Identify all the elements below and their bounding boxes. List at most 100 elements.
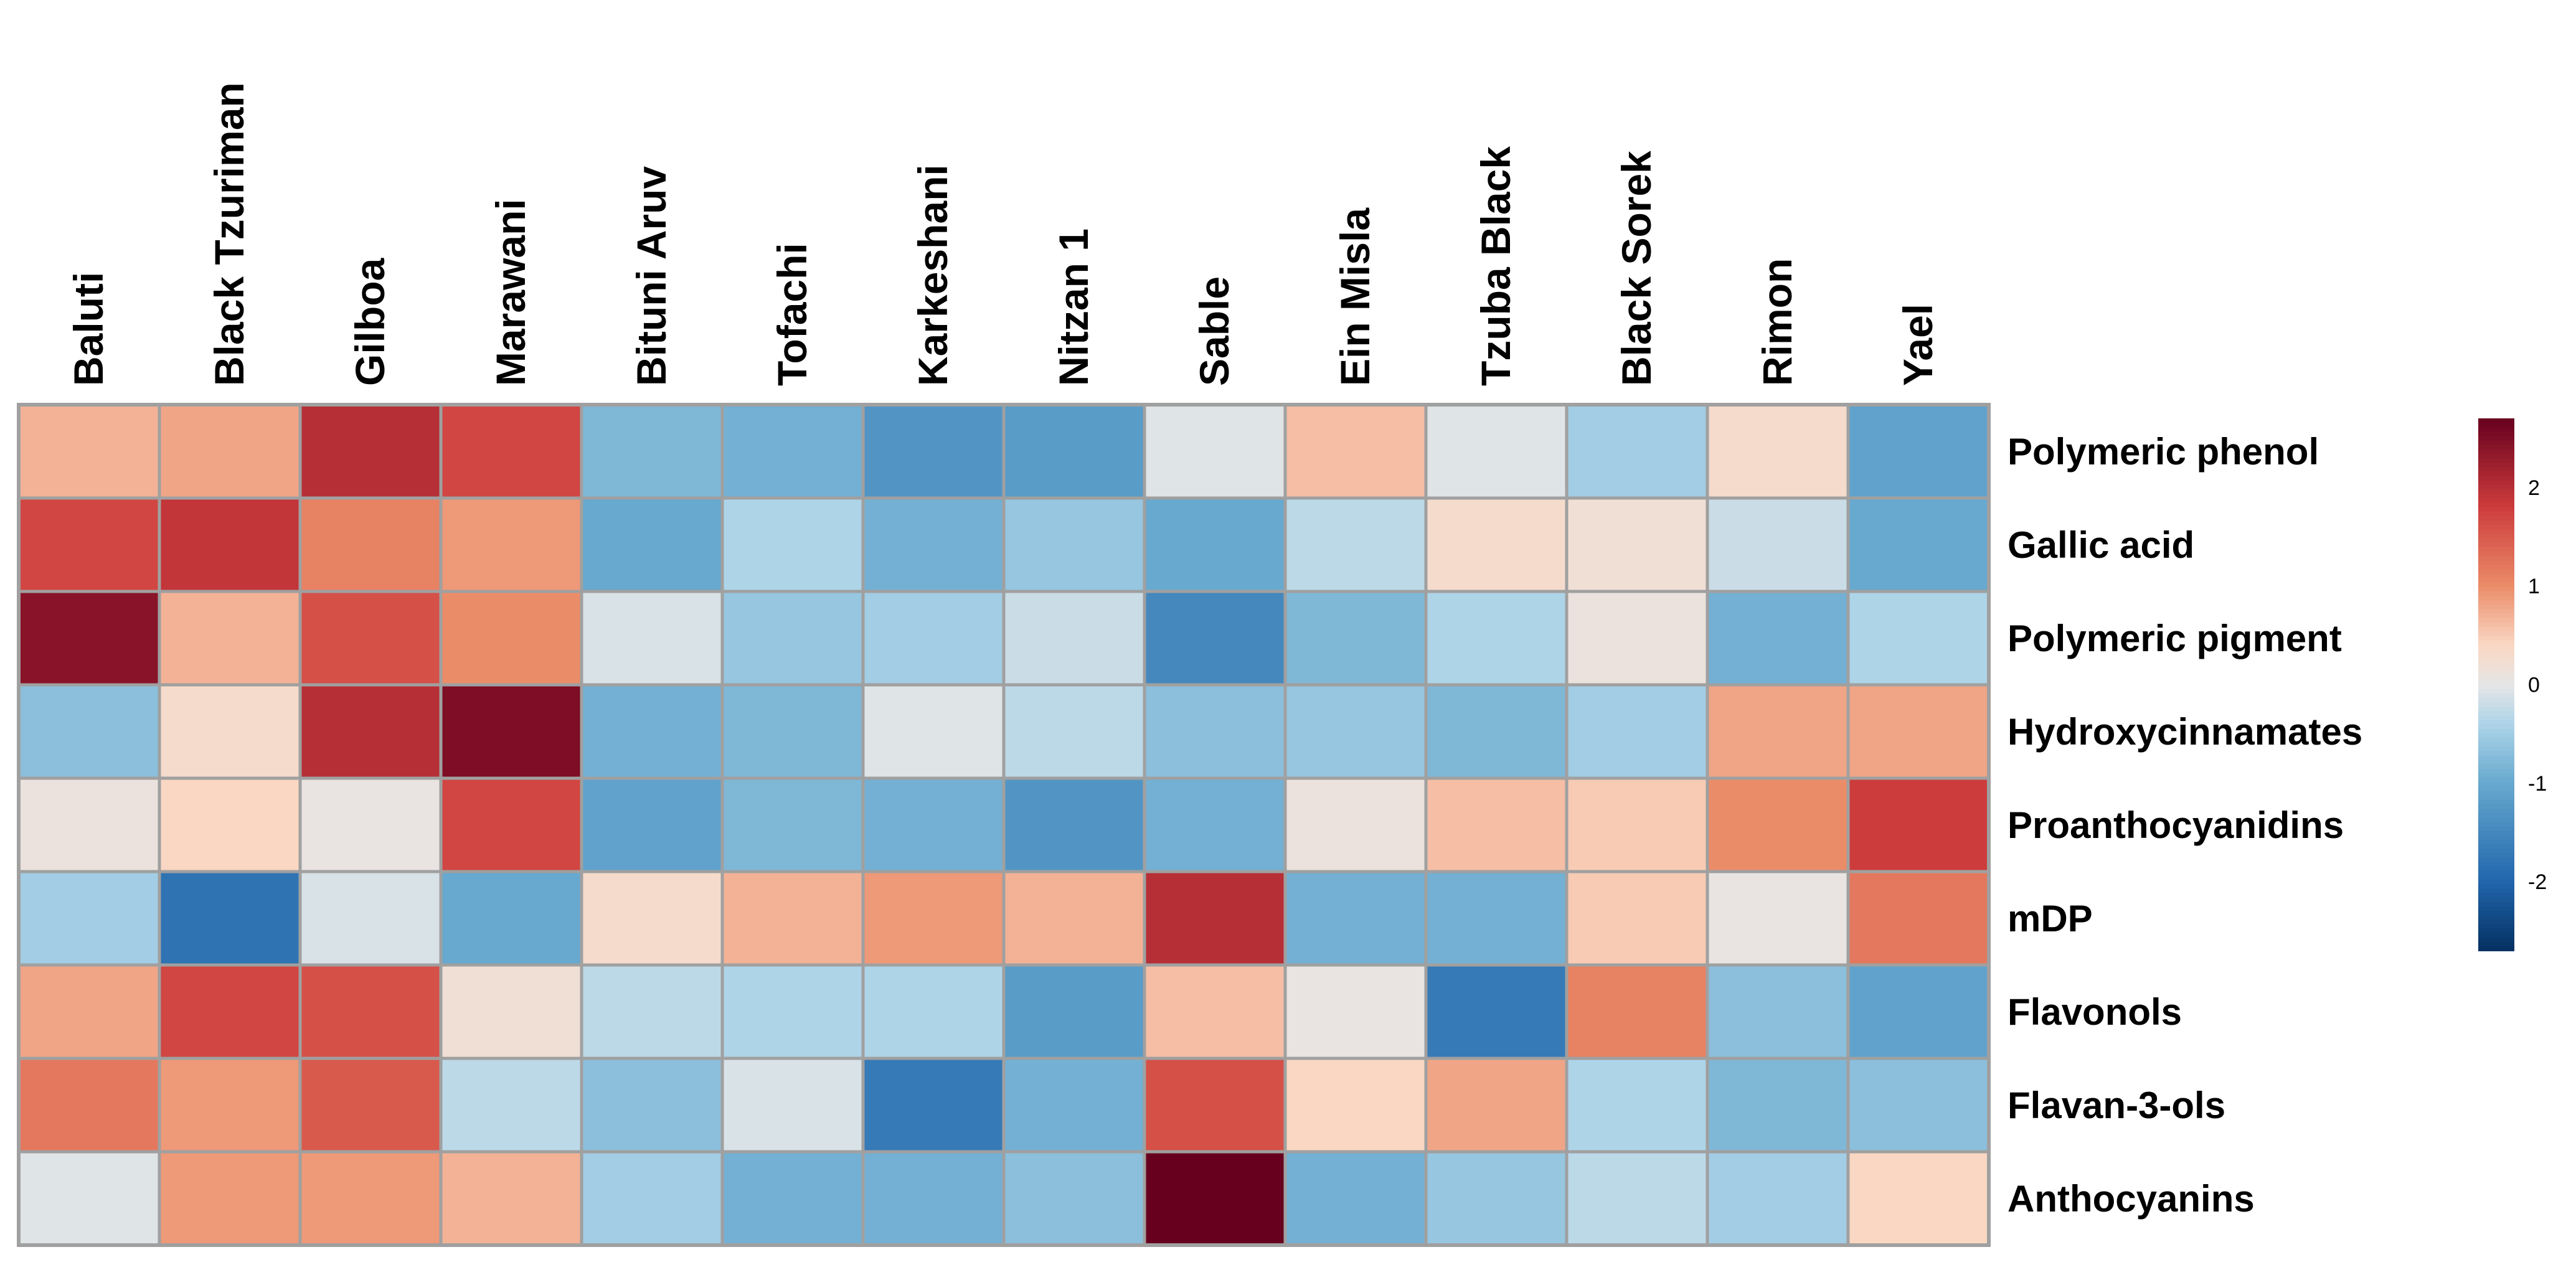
- colorbar-segment: [2478, 728, 2514, 734]
- cell-flavonols-yael: [1846, 963, 1991, 1060]
- cell-polymeric-phenol-baluti: [17, 403, 161, 500]
- colorbar-segment: [2478, 715, 2514, 721]
- row-label-polymeric-pigment: Polymeric pigment: [2007, 618, 2342, 659]
- cell-flavan-3-ols-marawani: [439, 1056, 583, 1154]
- cell-gallic-acid-baluti: [17, 496, 161, 593]
- cell-anthocyanins-sable: [1143, 1150, 1287, 1247]
- colorbar-segment: [2478, 622, 2514, 628]
- colorbar-segment: [2478, 675, 2514, 681]
- cell-mdp-gilboa: [298, 870, 443, 967]
- cell-polymeric-phenol-black-sorek: [1565, 403, 1709, 500]
- colorbar-segment: [2478, 454, 2514, 459]
- cell-hydroxycinnamates-bituni-aruv: [580, 683, 724, 780]
- colorbar-segment: [2478, 862, 2514, 867]
- colorbar-segment: [2478, 946, 2514, 951]
- cell-proanthocyanidins-sable: [1143, 776, 1287, 873]
- cell-mdp-black-sorek: [1565, 870, 1709, 967]
- cell-flavan-3-ols-bituni-aruv: [580, 1056, 724, 1154]
- cell-mdp-tofachi: [720, 870, 865, 967]
- colorbar-segment: [2478, 875, 2514, 880]
- colorbar-segment: [2478, 515, 2514, 521]
- cell-proanthocyanidins-tofachi: [720, 776, 865, 873]
- cell-polymeric-pigment-nitzan-1: [1002, 590, 1146, 687]
- colorbar-segment: [2478, 813, 2514, 819]
- cell-flavonols-nitzan-1: [1002, 963, 1146, 1060]
- cell-flavonols-gilboa: [298, 963, 443, 1060]
- colorbar-segment: [2478, 555, 2514, 561]
- colorbar-segment: [2478, 888, 2514, 894]
- colorbar-segment: [2478, 644, 2514, 650]
- cell-anthocyanins-rimon: [1706, 1150, 1850, 1247]
- colorbar-segment: [2478, 853, 2514, 859]
- colorbar-segment: [2478, 427, 2514, 433]
- colorbar-segment: [2478, 804, 2514, 809]
- cell-gallic-acid-sable: [1143, 496, 1287, 593]
- colorbar-segment: [2478, 565, 2514, 570]
- row-label-flavonols: Flavonols: [2007, 991, 2182, 1033]
- cell-flavan-3-ols-sable: [1143, 1056, 1287, 1154]
- colorbar-segment: [2478, 884, 2514, 890]
- cell-proanthocyanidins-bituni-aruv: [580, 776, 724, 873]
- cell-mdp-baluti: [17, 870, 161, 967]
- column-label-gilboa: Gilboa: [347, 257, 393, 386]
- colorbar-segment: [2478, 724, 2514, 730]
- colorbar-segment: [2478, 609, 2514, 614]
- cell-polymeric-phenol-ein-misla: [1283, 403, 1428, 500]
- colorbar-segment: [2478, 826, 2514, 832]
- colorbar-segment: [2478, 626, 2514, 632]
- cell-polymeric-phenol-gilboa: [298, 403, 443, 500]
- colorbar-segment: [2478, 817, 2514, 823]
- colorbar-segment: [2478, 489, 2514, 495]
- colorbar-segment: [2478, 613, 2514, 619]
- cell-mdp-sable: [1143, 870, 1287, 967]
- colorbar: 2 1 0 -1 -2: [2478, 418, 2547, 951]
- heatmap-cells: [17, 403, 1991, 1247]
- row-label-hydroxycinnamates: Hydroxycinnamates: [2007, 711, 2362, 753]
- cell-polymeric-pigment-karkeshani: [861, 590, 1006, 687]
- cell-anthocyanins-gilboa: [298, 1150, 443, 1247]
- colorbar-segment: [2478, 786, 2514, 792]
- cell-anthocyanins-yael: [1846, 1150, 1991, 1247]
- cell-polymeric-phenol-nitzan-1: [1002, 403, 1146, 500]
- cell-anthocyanins-tofachi: [720, 1150, 865, 1247]
- cell-polymeric-pigment-marawani: [439, 590, 583, 687]
- colorbar-segment: [2478, 920, 2514, 925]
- colorbar-segment: [2478, 906, 2514, 911]
- colorbar-segment: [2478, 768, 2514, 774]
- colorbar-segment: [2478, 941, 2514, 947]
- cell-hydroxycinnamates-tzuba-black: [1424, 683, 1569, 780]
- cell-flavan-3-ols-tzuba-black: [1424, 1056, 1569, 1154]
- cell-mdp-nitzan-1: [1002, 870, 1146, 967]
- cell-anthocyanins-marawani: [439, 1150, 583, 1247]
- column-label-karkeshani: Karkeshani: [910, 164, 956, 386]
- cell-gallic-acid-gilboa: [298, 496, 443, 593]
- colorbar-segment: [2478, 586, 2514, 592]
- colorbar-segment: [2478, 697, 2514, 703]
- colorbar-segment: [2478, 467, 2514, 473]
- colorbar-segment: [2478, 662, 2514, 667]
- cell-gallic-acid-black-tzuriman: [158, 496, 302, 593]
- colorbar-segment: [2478, 693, 2514, 699]
- column-label-tofachi: Tofachi: [769, 243, 815, 386]
- cell-polymeric-pigment-tzuba-black: [1424, 590, 1569, 687]
- colorbar-segment: [2478, 502, 2514, 508]
- cell-flavonols-karkeshani: [861, 963, 1006, 1060]
- cell-hydroxycinnamates-black-sorek: [1565, 683, 1709, 780]
- column-label-sable: Sable: [1191, 276, 1237, 386]
- colorbar-segment: [2478, 458, 2514, 464]
- cell-proanthocyanidins-nitzan-1: [1002, 776, 1146, 873]
- cell-proanthocyanidins-rimon: [1706, 776, 1850, 873]
- colorbar-segment: [2478, 831, 2514, 836]
- colorbar-segment: [2478, 773, 2514, 779]
- cell-flavan-3-ols-tofachi: [720, 1056, 865, 1154]
- colorbar-segment: [2478, 742, 2514, 748]
- cell-proanthocyanidins-marawani: [439, 776, 583, 873]
- colorbar-segment: [2478, 910, 2514, 916]
- colorbar-segment: [2478, 511, 2514, 517]
- colorbar-segment: [2478, 684, 2514, 690]
- colorbar-segment: [2478, 538, 2514, 544]
- cell-polymeric-pigment-ein-misla: [1283, 590, 1428, 687]
- column-label-ein-misla: Ein Misla: [1332, 207, 1378, 386]
- cell-gallic-acid-karkeshani: [861, 496, 1006, 593]
